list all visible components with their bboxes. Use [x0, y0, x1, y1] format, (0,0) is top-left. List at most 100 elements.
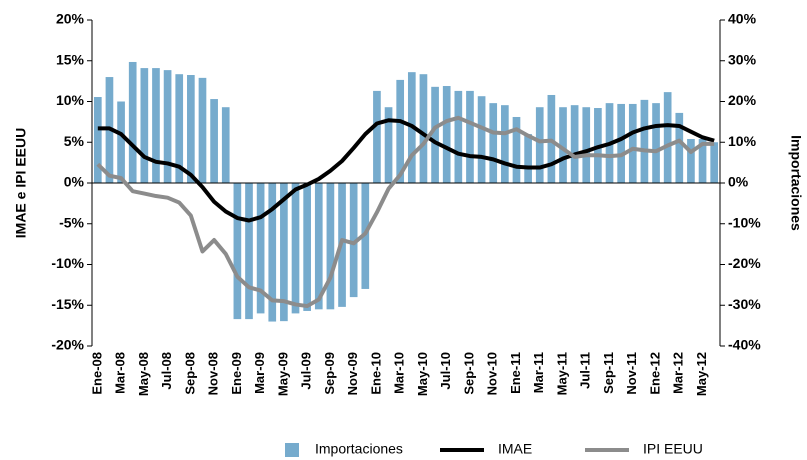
bar	[245, 183, 253, 320]
x-tick-label: Nov-11	[624, 352, 639, 395]
bar	[512, 116, 521, 183]
bar	[128, 61, 137, 183]
bar	[210, 99, 218, 183]
legend-label: IPI EEUU	[643, 441, 703, 457]
x-tick-label: Jul-08	[159, 352, 174, 390]
x-tick-label: Nov-09	[345, 352, 360, 395]
x-tick-label: Ene-12	[647, 352, 662, 395]
y-tick-label: 20%	[56, 11, 85, 27]
bar	[489, 103, 498, 183]
bar	[640, 99, 649, 183]
y2-tick-label: 10%	[728, 133, 757, 149]
bar	[326, 183, 335, 310]
y-tick-label: 0%	[64, 174, 85, 190]
bar	[570, 105, 579, 183]
y2-tick-label: -20%	[728, 255, 761, 271]
y-tick-label: -15%	[51, 296, 84, 312]
x-tick-label: Ene-08	[89, 352, 104, 395]
bar	[384, 107, 393, 183]
y2-tick-label: -30%	[728, 296, 761, 312]
y2-tick-label: -40%	[728, 337, 761, 353]
x-tick-label: Jul-10	[438, 352, 453, 390]
y-axis-label: IMAE e IPI EEUU	[13, 128, 29, 238]
bar	[314, 183, 323, 310]
x-tick-label: Sep-08	[182, 352, 197, 395]
y2-tick-label: 20%	[728, 92, 757, 108]
bar	[698, 138, 707, 183]
y-tick-label: -20%	[51, 337, 84, 353]
x-tick-label: Ene-11	[508, 352, 523, 394]
bar	[628, 103, 637, 183]
bar	[652, 103, 660, 183]
line	[96, 115, 715, 309]
x-tick-label: Sep-11	[601, 352, 616, 394]
x-tick-label: Mar-12	[671, 352, 686, 394]
bar	[93, 97, 102, 183]
y2-tick-label: -10%	[728, 214, 761, 230]
bar	[454, 90, 463, 183]
bar	[710, 142, 719, 183]
x-tick-label: Jul-09	[299, 352, 314, 390]
legend-label: IMAE	[498, 441, 532, 457]
bar	[524, 134, 532, 183]
legend-swatch	[285, 443, 299, 457]
bar	[466, 90, 474, 183]
y2-axis-label: Importaciones	[788, 135, 804, 231]
x-tick-label: Sep-09	[322, 352, 337, 395]
bar	[617, 103, 625, 183]
bar	[559, 107, 567, 183]
bar	[349, 183, 358, 298]
x-tick-label: Nov-08	[206, 352, 221, 395]
x-tick-label: May-09	[275, 352, 290, 396]
x-tick-label: Ene-10	[368, 352, 383, 395]
x-tick-label: Mar-09	[252, 352, 267, 394]
bar	[582, 107, 591, 183]
y2-tick-label: 40%	[728, 11, 757, 27]
x-tick-label: May-11	[554, 352, 569, 395]
bar	[117, 101, 125, 183]
legend-label: Importaciones	[315, 441, 403, 457]
x-tick-label: May-12	[694, 352, 709, 396]
bar	[431, 86, 439, 183]
bar	[152, 68, 160, 183]
bar	[535, 107, 544, 183]
bar	[233, 183, 242, 320]
x-tick-label: Mar-08	[113, 352, 128, 394]
bar	[663, 92, 672, 183]
y-tick-label: 15%	[56, 51, 85, 67]
bar	[477, 96, 486, 183]
bar	[687, 138, 695, 183]
x-tick-label: Ene-09	[229, 352, 244, 395]
line	[97, 118, 715, 223]
x-tick-label: Jul-11	[578, 352, 593, 389]
x-tick-label: Mar-10	[392, 352, 407, 394]
bar	[291, 183, 300, 314]
x-tick-label: Sep-10	[461, 352, 476, 395]
x-tick-label: Nov-10	[485, 352, 500, 395]
bar	[396, 79, 405, 183]
bar	[221, 107, 230, 183]
bar	[442, 86, 451, 183]
x-tick-label: Mar-11	[531, 352, 546, 393]
x-tick-label: May-08	[136, 352, 151, 396]
bar	[187, 75, 195, 183]
y-tick-label: 10%	[56, 92, 85, 108]
y-tick-label: -5%	[59, 214, 84, 230]
y2-tick-label: 0%	[728, 174, 749, 190]
x-tick-label: May-10	[415, 352, 430, 396]
bar	[373, 90, 381, 183]
bar	[256, 183, 265, 314]
bar	[501, 105, 509, 183]
y-tick-label: 5%	[64, 133, 85, 149]
bar	[140, 68, 149, 183]
y2-tick-label: 30%	[728, 51, 757, 67]
bar	[419, 74, 428, 183]
bar	[163, 70, 172, 183]
bar	[268, 183, 277, 322]
bar	[175, 74, 184, 183]
y-tick-label: -10%	[51, 255, 84, 271]
bar	[198, 77, 207, 183]
bar	[280, 183, 288, 322]
bar	[303, 183, 311, 311]
